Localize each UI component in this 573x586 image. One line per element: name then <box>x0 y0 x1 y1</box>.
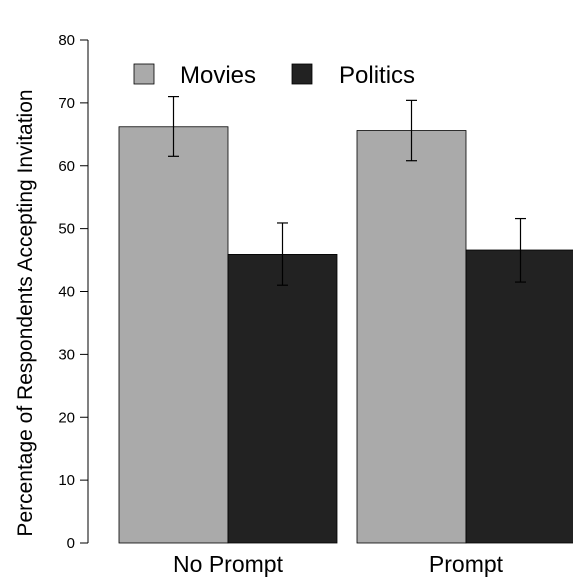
bar-politics-prompt <box>465 249 573 544</box>
bar-movies-prompt <box>356 130 467 544</box>
y-tick-label: 50 <box>58 221 75 238</box>
y-tick-label: 30 <box>58 346 75 363</box>
y-tick-label: 70 <box>58 95 75 112</box>
bars <box>118 126 573 544</box>
x-axis-labels: No Prompt Prompt <box>173 551 504 577</box>
y-tick-label: 20 <box>58 409 75 426</box>
bar-politics-no-prompt <box>227 254 338 544</box>
legend-label-movies: Movies <box>180 62 256 89</box>
x-category-label: Prompt <box>429 551 504 577</box>
y-tick-label: 0 <box>67 535 75 552</box>
legend: Movies Politics <box>133 62 415 89</box>
y-axis-title: Percentage of Respondents Accepting Invi… <box>14 89 37 536</box>
legend-label-politics: Politics <box>339 62 415 89</box>
error-bars <box>168 95 526 286</box>
y-axis: 0 10 20 30 40 50 60 70 80 <box>58 32 89 552</box>
y-tick-label: 80 <box>58 32 75 49</box>
y-tick-label: 40 <box>58 284 75 301</box>
bar-movies-no-prompt <box>118 126 229 544</box>
y-tick-label: 10 <box>58 472 75 489</box>
x-category-label: No Prompt <box>173 551 284 577</box>
legend-swatch-movies <box>133 63 155 85</box>
legend-swatch-politics <box>291 63 313 85</box>
y-tick-label: 60 <box>58 158 75 175</box>
